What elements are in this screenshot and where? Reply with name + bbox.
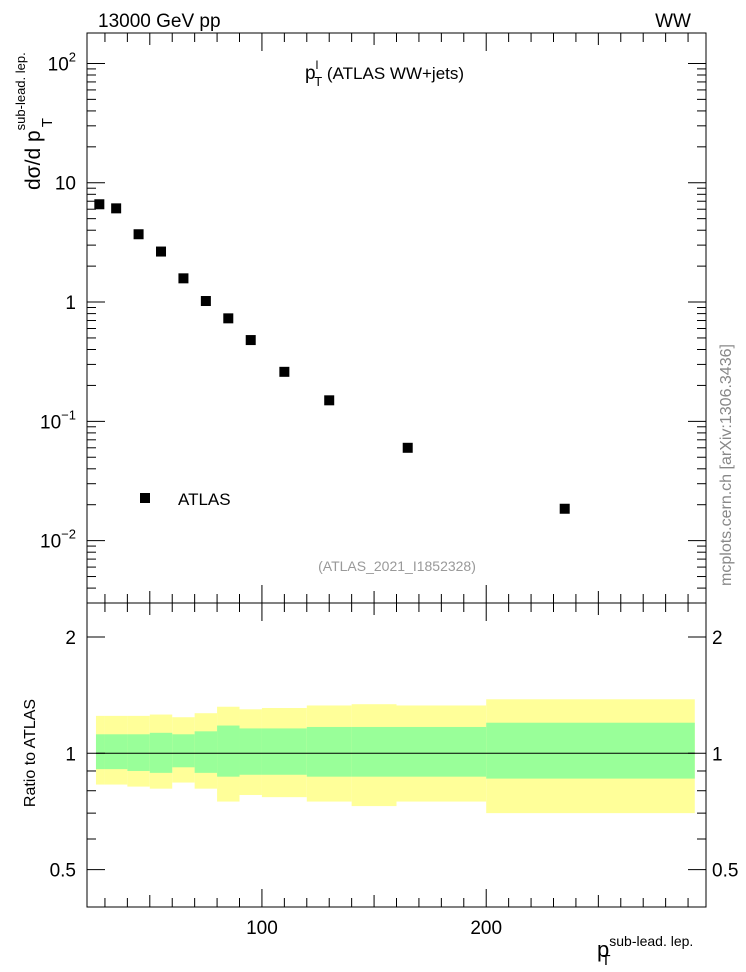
uncertainty-band-inner <box>396 726 487 777</box>
data-point <box>559 503 570 514</box>
main-plot-frame <box>86 32 707 604</box>
uncertainty-band-inner <box>351 726 397 777</box>
ratio-y-tick-label-left: 2 <box>65 628 76 649</box>
ratio-y-tick-label-left: 1 <box>65 744 76 765</box>
main-y-tick-exp: −1 <box>61 407 76 422</box>
data-point <box>324 395 335 406</box>
x-tick-label: 100 <box>246 918 278 939</box>
side-watermark-label: mcplots.cern.ch [arXiv:1306.3436] <box>718 344 735 586</box>
uncertainty-band-inner <box>127 734 150 771</box>
data-point <box>245 335 256 346</box>
plot-title: pl T (ATLAS WW+jets) <box>305 58 464 89</box>
x-label-sup: sub-lead. lep. <box>609 933 693 949</box>
ratio-plot: 0.5 0.5 1 1 2 2 100 200 Ratio to ATLAS psub-le… <box>22 602 738 969</box>
data-point <box>178 273 189 284</box>
ratio-y-tick-label-right: 0.5 <box>712 861 738 882</box>
data-point <box>94 199 105 210</box>
plot-title-sub: T <box>314 74 322 89</box>
data-point <box>279 366 290 377</box>
uncertainty-band-inner <box>306 726 352 777</box>
data-point <box>156 246 167 257</box>
ratio-y-axis-label: Ratio to ATLAS <box>22 699 39 807</box>
main-x-axis <box>104 33 689 603</box>
uncertainty-band-inner <box>194 731 218 773</box>
legend-marker <box>140 493 150 503</box>
uncertainty-band-inner <box>217 725 240 777</box>
main-y-label-main: dσ/d p <box>22 130 45 190</box>
uncertainty-band-inner <box>95 734 105 770</box>
ratio-bands <box>95 699 695 814</box>
ratio-x-axis: 100 200 <box>104 603 689 939</box>
x-label-sub: T <box>601 952 610 969</box>
x-label-main: p <box>597 937 609 962</box>
plot-title-sup: l <box>316 58 319 72</box>
uncertainty-band-inner <box>261 728 307 775</box>
data-points <box>94 199 570 514</box>
ratio-y-tick-label-right: 1 <box>712 744 723 765</box>
main-y-tick-label: 10−2 <box>40 527 76 553</box>
main-y-tick-exp: −2 <box>61 527 76 542</box>
main-y-label-sub: T <box>39 118 56 127</box>
legend-label: ATLAS <box>178 490 231 509</box>
main-y-label-sup: sub-lead. lep. <box>13 52 28 130</box>
uncertainty-band-inner <box>104 734 128 770</box>
x-tick-label: 200 <box>470 918 502 939</box>
main-y-tick-label: 102 <box>48 49 76 75</box>
main-y-axis-label: dσ/d psub-lead. lep. T <box>13 52 56 190</box>
main-y-tick-base: 10 <box>48 54 69 75</box>
data-point <box>200 296 211 307</box>
main-y-tick-label: 1 <box>65 293 76 314</box>
header-right-label: WW <box>655 11 691 32</box>
data-point <box>133 229 144 240</box>
uncertainty-band-inner <box>486 722 695 779</box>
main-y-tick-label: 10−1 <box>40 407 76 433</box>
uncertainty-band-inner <box>172 734 195 768</box>
main-y-tick-exp: 2 <box>69 49 76 64</box>
main-y-tick-label: 10 <box>55 174 76 195</box>
x-axis-label: psub-lead. lep. T <box>597 933 693 969</box>
ratio-y-tick-label-right: 2 <box>712 628 723 649</box>
plot-title-rest: (ATLAS WW+jets) <box>322 64 464 83</box>
uncertainty-band-inner <box>239 728 262 775</box>
main-y-tick-base: 10 <box>40 532 61 553</box>
ratio-y-axis: 0.5 0.5 1 1 2 2 <box>50 628 738 908</box>
ratio-y-tick-label-left: 0.5 <box>50 861 76 882</box>
main-y-tick-base: 10 <box>40 412 61 433</box>
analysis-annotation: (ATLAS_2021_I1852328) <box>318 558 476 574</box>
plot-title-main: p <box>305 63 316 84</box>
data-point <box>402 442 413 453</box>
data-point <box>223 313 234 324</box>
header-left-label: 13000 GeV pp <box>98 11 221 32</box>
data-point <box>111 203 122 214</box>
